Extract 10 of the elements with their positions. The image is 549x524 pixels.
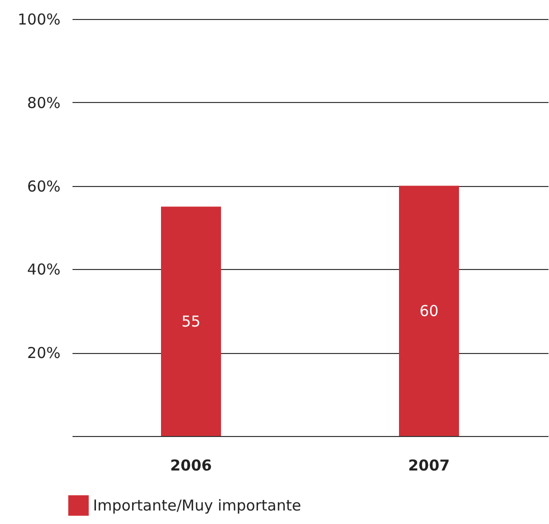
- y-tick-label: 40%: [27, 260, 60, 279]
- data-label: 55: [181, 312, 201, 330]
- x-tick-label: 2006: [170, 456, 212, 474]
- x-tick-label: 2007: [408, 456, 450, 474]
- y-tick-label: 80%: [27, 94, 60, 112]
- y-tick-label: 100%: [18, 10, 60, 28]
- y-tick-label: 60%: [27, 177, 60, 196]
- legend-label: Importante/Muy importante: [93, 496, 302, 514]
- y-tick-label: 20%: [27, 344, 60, 362]
- data-label: 60: [419, 302, 439, 320]
